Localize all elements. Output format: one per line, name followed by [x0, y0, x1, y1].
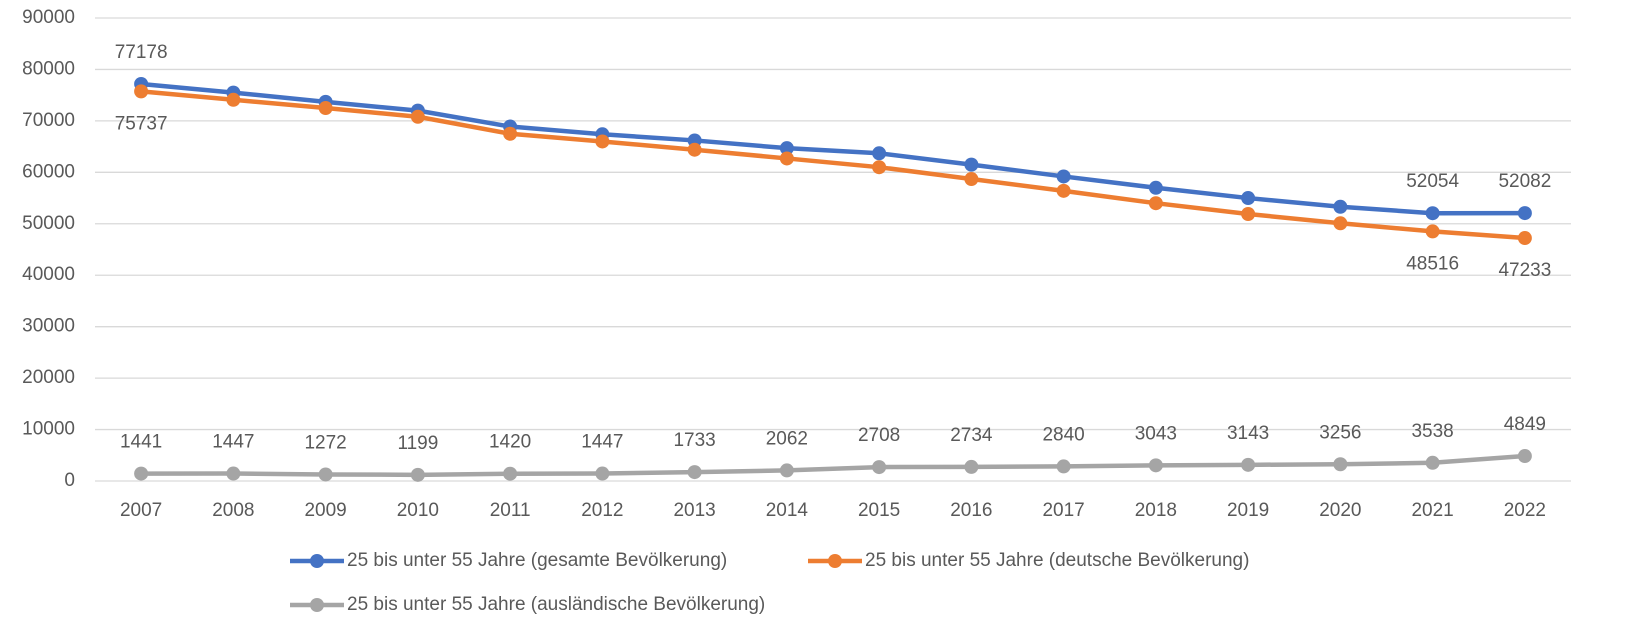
data-point [1425, 206, 1440, 221]
data-point [1056, 183, 1071, 198]
data-point [1148, 196, 1163, 211]
legend-label: 25 bis unter 55 Jahre (ausländische Bevö… [347, 594, 765, 615]
y-tick-label: 30000 [22, 316, 75, 337]
x-tick-label: 2014 [766, 500, 809, 521]
data-point [1148, 458, 1163, 473]
y-tick-label: 70000 [22, 110, 75, 131]
data-point [964, 459, 979, 474]
x-tick-label: 2021 [1411, 500, 1453, 521]
data-point [779, 463, 794, 478]
x-tick-label: 2011 [490, 500, 531, 521]
data-label: 1199 [397, 433, 438, 454]
data-label: 75737 [115, 113, 168, 134]
data-label: 48516 [1406, 253, 1459, 274]
data-point [1517, 231, 1532, 246]
legend-marker [310, 554, 324, 568]
legend-marker [310, 598, 324, 612]
data-label: 2734 [950, 425, 993, 446]
x-tick-label: 2015 [858, 500, 900, 521]
data-point [1056, 459, 1071, 474]
data-point [687, 142, 702, 157]
y-tick-label: 60000 [22, 161, 75, 182]
x-tick-label: 2020 [1319, 500, 1361, 521]
data-point [318, 101, 333, 116]
data-label: 3143 [1227, 423, 1269, 444]
x-tick-label: 2019 [1227, 500, 1269, 521]
data-point [318, 467, 333, 482]
data-label: 1447 [212, 432, 254, 453]
data-point [134, 84, 149, 99]
data-point [1241, 207, 1256, 222]
data-label: 3538 [1411, 421, 1453, 442]
data-point [410, 467, 425, 482]
data-point [1241, 457, 1256, 472]
y-tick-label: 20000 [22, 367, 75, 388]
data-point [134, 466, 149, 481]
x-tick-label: 2012 [581, 500, 623, 521]
legend-marker [828, 554, 842, 568]
series-line [140, 89, 1526, 241]
data-point [595, 466, 610, 481]
data-point [872, 160, 887, 175]
data-point [779, 151, 794, 166]
data-point [964, 157, 979, 172]
legend-label: 25 bis unter 55 Jahre (gesamte Bevölkeru… [347, 550, 727, 571]
x-tick-label: 2007 [120, 500, 162, 521]
x-tick-label: 2017 [1042, 500, 1084, 521]
y-tick-label: 90000 [22, 7, 75, 28]
data-point [226, 92, 241, 107]
data-label: 1447 [581, 432, 623, 453]
x-tick-label: 2009 [304, 500, 346, 521]
legend-label: 25 bis unter 55 Jahre (deutsche Bevölker… [865, 550, 1249, 571]
data-label: 3043 [1135, 423, 1177, 444]
y-tick-label: 10000 [22, 419, 75, 440]
data-label: 47233 [1498, 260, 1551, 281]
y-tick-label: 80000 [22, 58, 75, 79]
data-label: 2062 [766, 428, 808, 449]
data-point [1333, 216, 1348, 231]
data-point [1425, 224, 1440, 239]
data-label: 52082 [1498, 171, 1551, 192]
data-point [1517, 206, 1532, 221]
data-point [872, 460, 887, 475]
data-label: 2840 [1042, 424, 1084, 445]
x-tick-label: 2016 [950, 500, 992, 521]
data-point [687, 465, 702, 480]
data-point [503, 466, 518, 481]
data-point [1056, 169, 1071, 184]
x-tick-label: 2008 [212, 500, 254, 521]
data-point [595, 134, 610, 149]
data-label: 2708 [858, 425, 900, 446]
y-tick-label: 0 [64, 470, 75, 491]
series-line [141, 453, 1526, 478]
data-point [1333, 199, 1348, 214]
data-point [872, 146, 887, 161]
x-tick-label: 2022 [1504, 500, 1546, 521]
data-label: 1441 [120, 432, 162, 453]
y-tick-label: 50000 [22, 213, 75, 234]
data-point [779, 141, 794, 156]
data-point [410, 109, 425, 124]
data-point [964, 172, 979, 187]
data-label: 1420 [489, 432, 531, 453]
series-line [140, 81, 1525, 216]
data-label: 3256 [1319, 422, 1361, 443]
data-point [1333, 457, 1348, 472]
x-tick-label: 2018 [1135, 500, 1177, 521]
x-tick-label: 2010 [397, 500, 439, 521]
data-label: 1733 [673, 430, 715, 451]
data-point [226, 466, 241, 481]
data-label: 1272 [304, 432, 346, 453]
data-label: 52054 [1406, 171, 1459, 192]
x-tick-label: 2013 [673, 500, 715, 521]
data-point [503, 126, 518, 141]
data-label: 4849 [1504, 414, 1546, 435]
data-point [1517, 449, 1532, 464]
data-point [1241, 191, 1256, 206]
data-point [1148, 180, 1163, 195]
y-tick-label: 40000 [22, 264, 75, 285]
data-label: 77178 [115, 42, 168, 63]
data-point [1425, 455, 1440, 470]
